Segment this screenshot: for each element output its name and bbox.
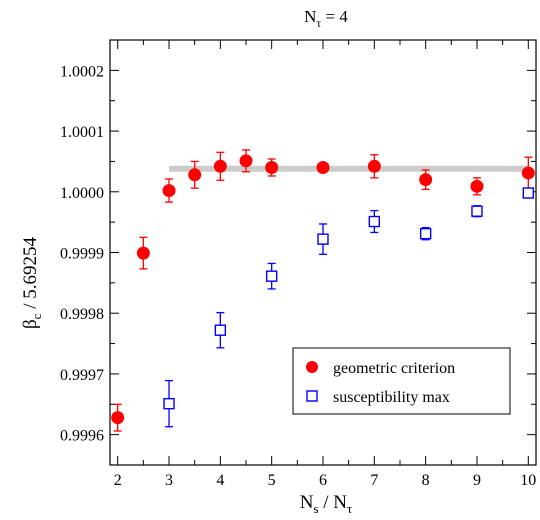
geometric-criterion-point — [470, 179, 484, 193]
x-tick-label: 8 — [422, 472, 430, 489]
susceptibility-max-point — [471, 205, 483, 217]
y-tick-label: 0.9999 — [60, 246, 104, 263]
title-subscript: τ — [316, 16, 321, 30]
legend-label-susceptibility-max: susceptibility max — [333, 389, 450, 406]
geometric-criterion-point — [521, 166, 535, 180]
y-tick-label: 1.0000 — [60, 185, 104, 202]
xlabel-mid: / N — [319, 492, 348, 513]
ylabel-main: β — [20, 319, 41, 329]
geometric-criterion-point — [111, 411, 125, 425]
title-main: N — [304, 7, 316, 26]
geometric-criterion-point — [265, 161, 279, 174]
y-tick-label: 1.0002 — [60, 63, 104, 80]
chart-title: Nτ = 4 — [304, 7, 348, 30]
title-tail: = 4 — [321, 7, 348, 26]
x-tick-label: 4 — [216, 472, 224, 489]
susceptibility-max-point — [214, 324, 227, 336]
geometric-criterion-point — [136, 246, 150, 260]
geometric-criterion-point — [316, 161, 330, 174]
ylabel-subscript: c — [29, 313, 44, 319]
susceptibility-max-point — [368, 215, 381, 228]
y-tick-label: 0.9997 — [60, 367, 104, 384]
ylabel-rest: / 5.69254 — [20, 237, 41, 314]
geometric-criterion-point — [367, 159, 381, 173]
susceptibility-max-point — [163, 397, 175, 410]
geometric-criterion-point — [213, 159, 227, 173]
susceptibility-max-point — [265, 270, 278, 282]
legend-label-geometric-criterion: geometric criterion — [333, 360, 455, 377]
x-tick-label: 10 — [520, 472, 536, 489]
legend: geometric criterion susceptibility max — [292, 347, 511, 415]
y-tick-label: 1.0001 — [60, 124, 104, 141]
geometric-criterion-point — [419, 173, 433, 187]
x-axis-label: Ns / Nτ — [300, 492, 353, 516]
x-tick-label: 5 — [268, 472, 276, 489]
xlabel-a: N — [300, 492, 314, 513]
x-tick-label: 3 — [165, 472, 173, 489]
geometric-criterion-point — [188, 168, 202, 182]
geometric-criterion-point — [162, 184, 176, 198]
y-axis-label: βc / 5.69254 — [20, 237, 44, 329]
susceptibility-max-point — [522, 187, 535, 199]
x-tick-label: 9 — [473, 472, 481, 489]
xlabel-b-subscript: τ — [347, 501, 352, 516]
legend-marker-susceptibility-max — [306, 390, 318, 402]
y-tick-label: 0.9998 — [60, 306, 104, 323]
x-tick-label: 7 — [370, 472, 378, 489]
plot-area: 2 3 4 5 6 7 8 9 10 0.9996 0.9997 0.9998 0.9999 1.0000… — [60, 39, 537, 489]
y-tick-label: 0.9996 — [60, 428, 104, 445]
geometric-criterion-point — [239, 154, 253, 168]
susceptibility-max-point — [317, 233, 329, 245]
legend-marker-geometric-criterion — [306, 361, 318, 373]
susceptibility-max-point — [419, 227, 432, 240]
x-tick-label: 2 — [114, 472, 122, 489]
x-tick-label: 6 — [319, 472, 327, 489]
xlabel-a-subscript: s — [313, 501, 318, 516]
legend-box — [292, 347, 511, 415]
